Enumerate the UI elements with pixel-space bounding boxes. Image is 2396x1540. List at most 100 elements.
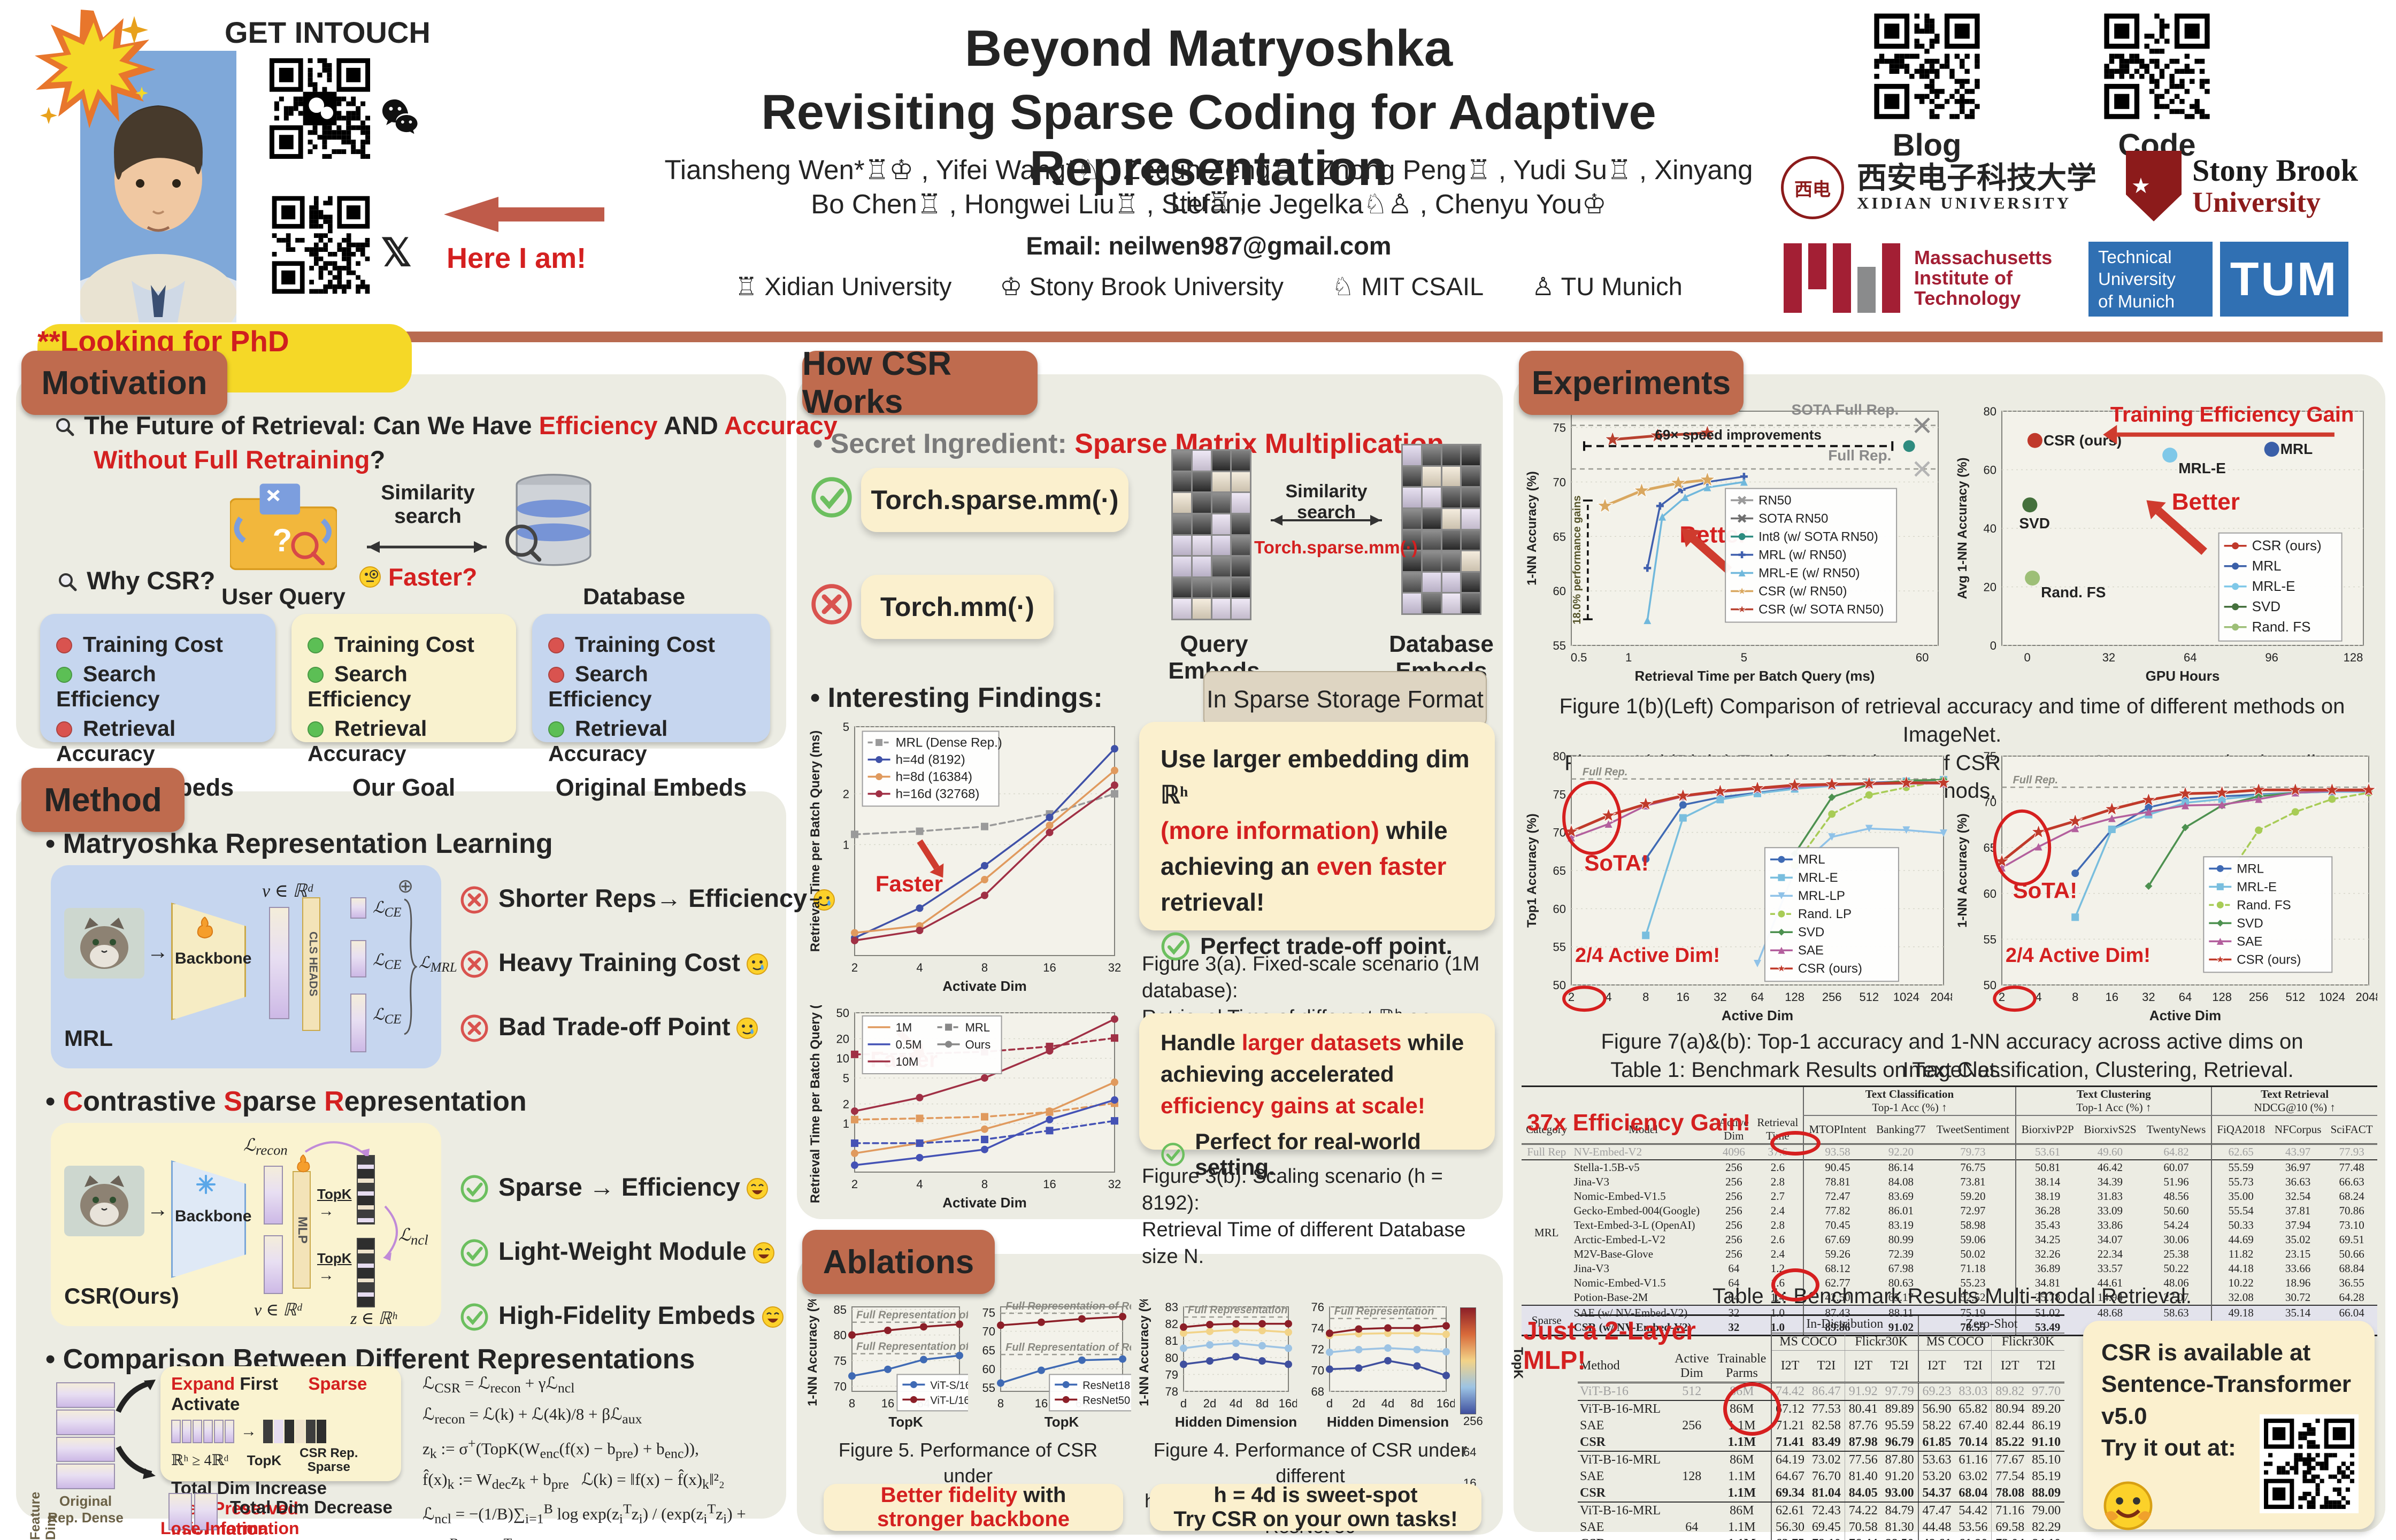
svg-text:74: 74: [1311, 1322, 1324, 1335]
svg-text:60: 60: [1553, 902, 1566, 915]
svg-text:81: 81: [1165, 1334, 1178, 1348]
here-i-am-label: Here I am!: [447, 242, 587, 274]
svg-text:70: 70: [1984, 796, 1996, 809]
ncl-arrow: [383, 1205, 398, 1261]
svg-text:SVD: SVD: [1798, 925, 1824, 940]
formula-2: ℒrecon = ℒ(k) + ℒ(4k)/8 + βℒaux: [423, 1405, 642, 1427]
svg-text:70: 70: [1553, 475, 1566, 489]
table-row: ViT-B-16-MRL 86M 67.12 77.53 80.41 89.89 56.90…: [1578, 1400, 2064, 1418]
svg-text:1: 1: [843, 1117, 849, 1130]
svg-text:60: 60: [982, 1362, 995, 1376]
dense-row-bar: [171, 1420, 234, 1443]
query-embeds-matrix: [1171, 449, 1251, 620]
svg-text:80: 80: [1984, 405, 1996, 418]
cross-icon: [460, 886, 489, 914]
svg-text:MRL: MRL: [965, 1021, 990, 1034]
tum-text3: of Munich: [2098, 291, 2175, 311]
svg-text:0: 0: [1990, 639, 1996, 652]
svg-text:Full Representation: Full Representation: [1188, 1304, 1288, 1316]
svg-text:Full Representation of ResNet1: Full Representation of ResNet18: [1005, 1342, 1131, 1353]
svg-text:16: 16: [881, 1397, 894, 1410]
figure-5-right-chart: 556065707581664256Full Representation of…: [971, 1299, 1171, 1433]
svg-text:2: 2: [1568, 990, 1575, 1004]
svg-text:Training Efficiency Gain: Training Efficiency Gain: [2110, 404, 2354, 427]
database-icon: [503, 471, 604, 578]
svg-text:65: 65: [1553, 530, 1566, 543]
authors-line2: Bo Chen♖ , Hongwei Liu♖ , Stefanie Jegel…: [811, 189, 1607, 219]
svg-text:Activate Dim: Activate Dim: [942, 978, 1027, 994]
svg-text:75: 75: [1553, 421, 1566, 435]
svg-text:2d: 2d: [1352, 1397, 1365, 1410]
svg-text:d: d: [1326, 1397, 1333, 1410]
x-qr-code: [267, 191, 374, 298]
svg-text:MRL-E: MRL-E: [2178, 460, 2226, 476]
cls-heads-strip: CLS HEADS: [302, 897, 320, 1031]
svg-text:8: 8: [981, 961, 988, 974]
svg-text:MRL-E (w/ RN50): MRL-E (w/ RN50): [1758, 566, 1860, 581]
svg-text:70: 70: [982, 1325, 995, 1338]
svg-text:2048: 2048: [2356, 990, 2377, 1004]
huggingface-qr-code: [2260, 1414, 2359, 1513]
mrl-point-1: Shorter Reps→ Efficiency: [460, 883, 836, 914]
svg-text:1024: 1024: [2319, 990, 2345, 1004]
svg-text:55: 55: [1553, 941, 1566, 954]
svg-text:10M: 10M: [896, 1055, 919, 1068]
svg-text:1024: 1024: [1893, 990, 1919, 1004]
svg-text:Full Rep.: Full Rep.: [1828, 447, 1891, 464]
svg-text:128: 128: [2212, 990, 2232, 1004]
topk-label: TopK: [247, 1452, 282, 1468]
expand-sparse-box: Expand First Sparse Activate → ℝʰ ≥ 4ℝᵈ …: [160, 1366, 401, 1538]
blog-qr-code: [1869, 9, 1985, 124]
table-row: Category Model Active Dim Retrieval Time MTOPI…: [1522, 1115, 2377, 1144]
card-item: Search Efficiency: [56, 661, 160, 711]
svg-text:0: 0: [2024, 651, 2030, 664]
authors-line1: Tiansheng Wen*♖♔ , Yifei Wang*♘ , Zequn …: [664, 155, 1753, 217]
svg-text:50: 50: [1984, 979, 1996, 992]
z-dim-label: z ∈ ℝʰ: [350, 1308, 397, 1328]
wechat-qr-code: [265, 53, 375, 164]
card-item: Training Cost: [548, 632, 754, 657]
svg-text:MRL: MRL: [2237, 861, 2264, 876]
svg-text:79: 79: [1165, 1368, 1178, 1381]
svg-text:4: 4: [2035, 990, 2041, 1004]
svg-text:5: 5: [843, 720, 849, 734]
burst-icon: [35, 10, 156, 128]
formula-4: f̂(x)k := Wdeczk + bpre ℒ(k) = ‖f(x) − f…: [423, 1470, 725, 1492]
svg-text:Activate Dim: Activate Dim: [942, 1195, 1027, 1211]
dense-vector-bar: [269, 907, 289, 1019]
affil-xidian: ♖ Xidian University: [735, 272, 952, 301]
svg-text:Hidden Dimension: Hidden Dimension: [1175, 1414, 1297, 1430]
cross-icon: [460, 1014, 489, 1043]
table-row: CSR 1.1M 71.41 83.49 87.98 96.79 61.85 70.14 85.…: [1578, 1434, 2064, 1452]
table-row: Text Classification Top-1 Acc (%) ↑ Text C…: [1522, 1086, 2377, 1116]
svg-text:MRL-LP: MRL-LP: [1798, 889, 1845, 903]
svg-text:ResNet18: ResNet18: [1082, 1380, 1130, 1391]
card-title: Our Goal: [352, 774, 456, 801]
csr-point-3: High-Fidelity Embeds: [460, 1300, 785, 1331]
card-item: Retrieval Accuracy: [56, 716, 176, 766]
table-row: Nomic-Embed-V1.5 256 2.7 72.47 83.69 59.20 38.…: [1573, 1189, 2364, 1204]
tear-face-icon: [736, 1017, 758, 1040]
table-row: Nomic-Embed-V1.5 64 1.6 62.77 80.63 55.23 34.8…: [1573, 1276, 2364, 1290]
table-row: Jina-V3 64 1.2 68.12 67.98 71.18 36.89 33.57 50.…: [1573, 1261, 2364, 1276]
mit-text2: Institute of: [1914, 267, 2013, 289]
table-row: ViT-B-16 512 86M 74.42 86.47 91.92 97.79 69.23 8…: [1578, 1382, 2064, 1401]
svg-text:75: 75: [1984, 750, 1996, 763]
xidian-logo: 西电 西安电子科技大学 XIDIAN UNIVERSITY: [1781, 156, 2096, 219]
svg-text:1-NN Accuracy (%): 1-NN Accuracy (%): [1137, 1299, 1151, 1406]
why-csr-label: Why CSR?: [51, 566, 215, 595]
svg-text:8: 8: [1642, 990, 1649, 1004]
svg-text:16: 16: [2106, 990, 2118, 1004]
svg-text:MRL-E: MRL-E: [1798, 871, 1838, 885]
card-item: Training Cost: [308, 632, 500, 657]
svg-text:CSR (w/ SOTA RN50): CSR (w/ SOTA RN50): [1758, 603, 1884, 617]
lce-label: ℒCE: [373, 899, 402, 920]
sbu-text1: Stony Brook: [2192, 153, 2358, 188]
svg-text:SVD: SVD: [2019, 515, 2050, 532]
figure-3a-chart: 1 2 5 2 4 8 16 32 Faster MRL (Dense Rep.) h=4d (81…: [808, 719, 1123, 997]
svg-text:SoTA!: SoTA!: [2013, 877, 2078, 903]
code-qr-code: [2099, 9, 2215, 124]
topk-label: TopK: [317, 1250, 352, 1266]
svg-text:Top1 Accuracy (%): Top1 Accuracy (%): [1525, 813, 1539, 927]
svg-text:32: 32: [2142, 990, 2155, 1004]
